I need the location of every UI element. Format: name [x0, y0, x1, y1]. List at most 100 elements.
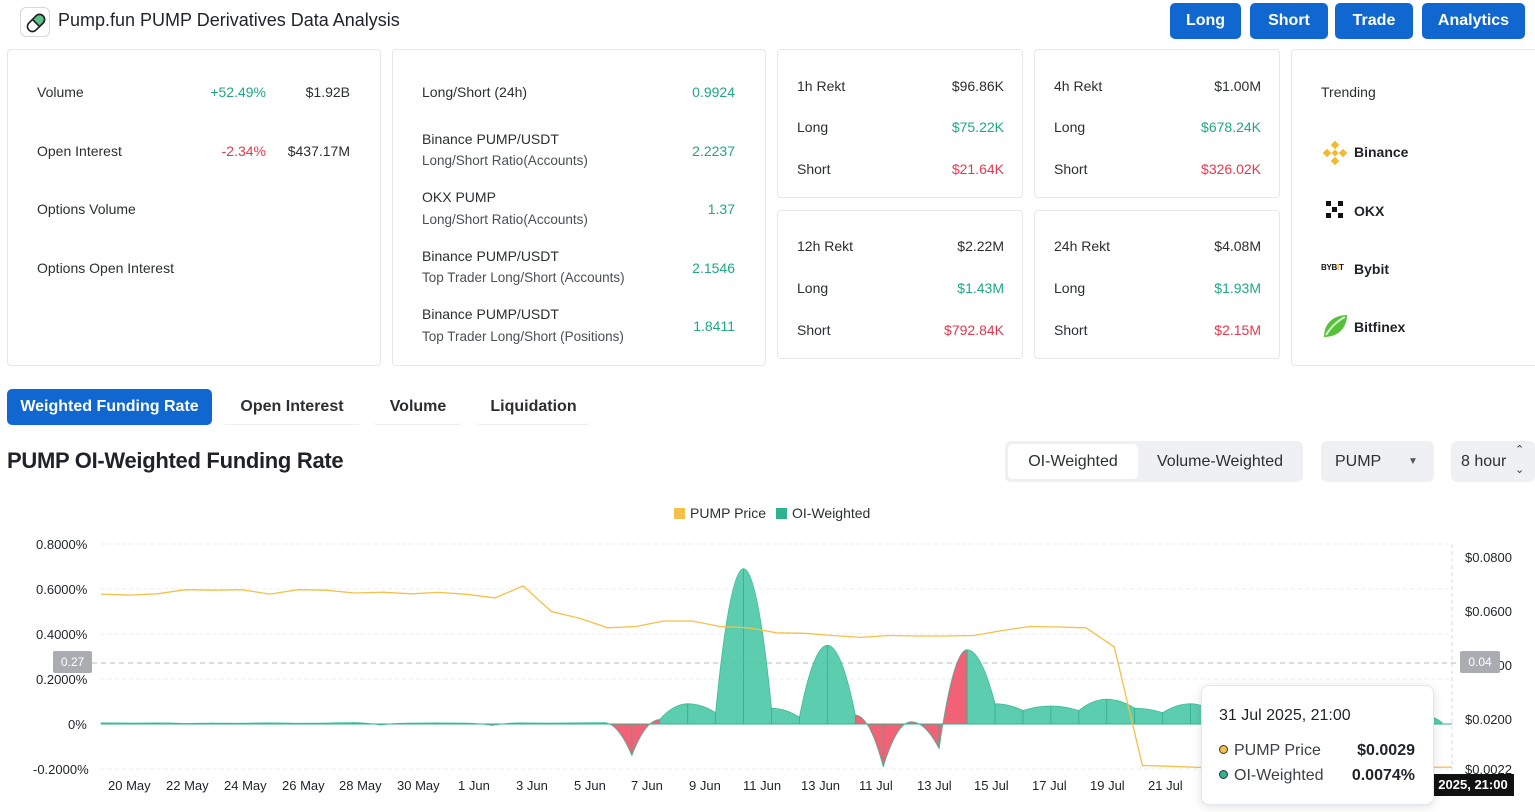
funding-area-segment: [603, 722, 633, 756]
tab-volume[interactable]: Volume: [372, 389, 464, 425]
rekt-1h-card: 1h Rekt $96.86K Long $75.22K Short $21.6…: [777, 49, 1023, 198]
trending-item-label: OKX: [1354, 203, 1385, 219]
ratio-sublabel: Top Trader Long/Short (Accounts): [422, 270, 625, 285]
tab-weighted-funding-rate[interactable]: Weighted Funding Rate: [7, 389, 212, 425]
ratio-label: OKX PUMP: [422, 189, 496, 205]
stepper-icon: ⌃ ⌄: [1515, 444, 1525, 476]
tooltip-dot: [1219, 745, 1228, 754]
ratio-value: 2.1546: [692, 260, 735, 276]
rekt-long-value: $1.93M: [1214, 280, 1261, 296]
oi-weighted-option[interactable]: OI-Weighted: [1008, 444, 1138, 479]
tab-open-interest[interactable]: Open Interest: [222, 389, 362, 425]
options-volume-label: Options Volume: [37, 201, 136, 217]
rekt-title: 24h Rekt: [1054, 238, 1111, 254]
x-tick: 17 Jul: [1032, 778, 1067, 793]
overview-card: Volume +52.49% $1.92B Open Interest -2.3…: [7, 49, 381, 366]
rekt-12h-card: 12h Rekt $2.22M Long $1.43M Short $792.8…: [777, 210, 1023, 359]
volume-value: $1.92B: [305, 84, 350, 100]
funding-area-segment: [1162, 703, 1191, 725]
x-tick: 7 Jun: [631, 778, 663, 793]
funding-area-segment: [994, 703, 1024, 725]
tooltip-dot: [1219, 770, 1228, 779]
y-left-tick: 0.4000%: [36, 627, 88, 642]
legend-item-oi-weighted[interactable]: OI-Weighted: [776, 505, 870, 521]
y-left-tick: 0%: [68, 717, 87, 732]
x-tick: 1 Jun: [458, 778, 490, 793]
top-bar: Pump.fun PUMP Derivatives Data Analysis …: [0, 0, 1535, 42]
nav-trade-button[interactable]: Trade: [1335, 3, 1413, 39]
tooltip-value: 0.0074%: [1351, 767, 1415, 784]
rekt-short-value: $326.02K: [1201, 161, 1261, 177]
open-interest-value: $437.17M: [287, 143, 350, 159]
app-title: Pump.fun PUMP Derivatives Data Analysis: [58, 10, 400, 30]
y-right-tick: $0.0600: [1465, 604, 1512, 619]
funding-area-segment: [1050, 705, 1080, 725]
rekt-long-label: Long: [1054, 119, 1086, 135]
open-interest-label: Open Interest: [37, 143, 122, 159]
x-tick: 20 May: [108, 778, 151, 793]
bybit-icon: BYBIT: [1321, 263, 1344, 272]
open-interest-change: -2.34%: [221, 143, 266, 159]
funding-area-segment: [1078, 698, 1108, 725]
funding-area-segment: [631, 719, 661, 756]
funding-area-segment: [1106, 698, 1136, 725]
tooltip-value: $0.0029: [1357, 742, 1415, 759]
legend-swatch: [674, 508, 685, 519]
y-right-tick: $0.0022: [1465, 762, 1512, 777]
rekt-total: $96.86K: [951, 78, 1004, 94]
tooltip-title: 31 Jul 2025, 21:00: [1219, 707, 1351, 724]
crosshair-x-value: 2025, 21:00: [1432, 774, 1514, 796]
rekt-short-label: Short: [1054, 322, 1088, 338]
coin-select[interactable]: PUMP ▼: [1321, 441, 1434, 482]
rekt-4h-card: 4h Rekt $1.00M Long $678.24K Short $326.…: [1034, 49, 1280, 198]
tab-liquidation[interactable]: Liquidation: [475, 389, 592, 425]
ratio-label: Binance PUMP/USDT: [422, 131, 559, 147]
crosshair-left-value: 0.27: [53, 651, 92, 673]
trending-title: Trending: [1321, 84, 1376, 100]
funding-area-segment: [826, 644, 856, 725]
nav-short-button[interactable]: Short: [1250, 3, 1328, 39]
caret-down-icon: ▼: [1408, 456, 1418, 467]
funding-area-segment: [938, 649, 968, 749]
x-tick: 5 Jun: [574, 778, 606, 793]
y-left-tick: -0.2000%: [33, 762, 89, 777]
funding-area-segment: [687, 703, 717, 725]
legend-item-price[interactable]: PUMP Price: [674, 505, 766, 521]
y-right-tick: $0.0200: [1465, 712, 1512, 727]
legend-label: PUMP Price: [690, 505, 766, 521]
volume-weighted-option[interactable]: Volume-Weighted: [1157, 453, 1283, 470]
rekt-short-value: $2.15M: [1214, 322, 1261, 338]
y-left-tick: 0.2000%: [36, 672, 88, 687]
rekt-total: $1.00M: [1214, 78, 1261, 94]
ratio-value: 0.9924: [692, 84, 735, 100]
ratio-sublabel: Long/Short Ratio(Accounts): [422, 153, 588, 168]
x-tick: 19 Jul: [1090, 778, 1125, 793]
y-left-tick: 0.8000%: [36, 537, 88, 552]
volume-change: +52.49%: [210, 84, 266, 100]
funding-area-segment: [715, 568, 744, 725]
rekt-24h-card: 24h Rekt $4.08M Long $1.93M Short $2.15M: [1034, 210, 1280, 359]
funding-area-segment: [1134, 707, 1164, 725]
okx-icon: [1325, 200, 1345, 225]
x-tick: 21 Jul: [1148, 778, 1183, 793]
x-tick: 28 May: [339, 778, 382, 793]
legend-label: OI-Weighted: [792, 505, 871, 521]
funding-area-segment: [743, 568, 772, 725]
trending-item-label: Bitfinex: [1354, 319, 1406, 335]
funding-area-segment: [854, 714, 884, 767]
funding-area-segment: [799, 644, 828, 725]
rekt-title: 12h Rekt: [797, 238, 854, 254]
rekt-short-value: $792.84K: [944, 322, 1004, 338]
interval-select[interactable]: 8 hour ⌃ ⌄: [1451, 441, 1535, 482]
rekt-short-value: $21.64K: [951, 161, 1004, 177]
rekt-total: $2.22M: [957, 238, 1004, 254]
trending-item-label: Bybit: [1354, 261, 1389, 277]
pill-logo-icon: [20, 7, 50, 37]
legend-swatch: [776, 508, 787, 519]
options-open-interest-label: Options Open Interest: [37, 260, 174, 276]
nav-analytics-button[interactable]: Analytics: [1422, 3, 1525, 39]
tooltip-row-price: PUMP Price: [1219, 742, 1321, 760]
x-tick: 9 Jun: [689, 778, 721, 793]
x-tick: 11 Jun: [743, 778, 782, 793]
nav-long-button[interactable]: Long: [1170, 3, 1241, 39]
